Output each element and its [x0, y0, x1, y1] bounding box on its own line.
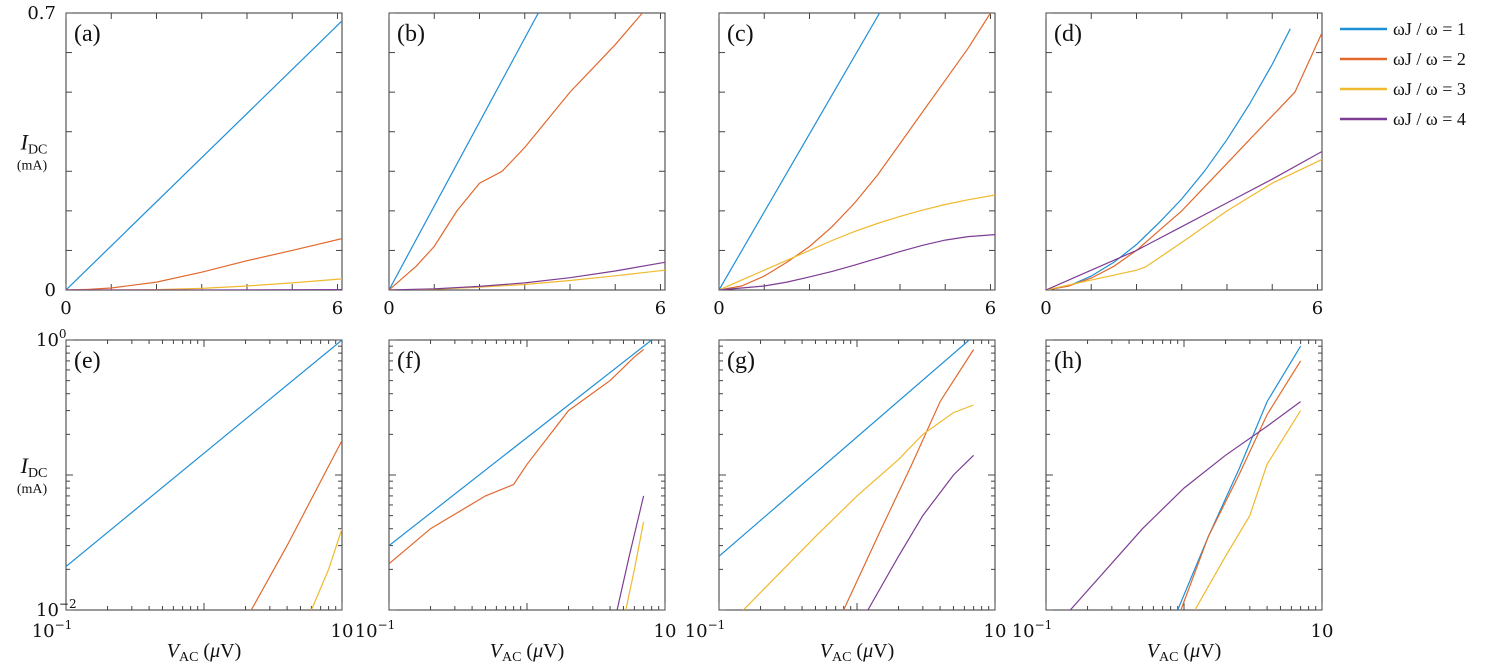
legend: ωJ / ω = 1 ωJ / ω = 2 ωJ / ω = 3 ωJ / ω = 4 [1340, 19, 1466, 129]
series-line-c3 [625, 521, 645, 610]
x-tick-label: 10 [331, 621, 354, 642]
x-tick-label: 6 [332, 298, 343, 319]
plot-frame [1045, 12, 1323, 291]
panel-label: (d) [1054, 21, 1082, 47]
legend-label: ωJ / ω = 1 [1393, 19, 1466, 39]
panel-label: (b) [397, 21, 425, 47]
x-tick-label: 6 [1312, 298, 1323, 319]
panel-f: (f) 10−1 10 VAC (μV) [355, 339, 677, 665]
series-line-c1 [719, 340, 970, 557]
x-tick-label: 10−1 [32, 618, 73, 642]
y-tick-label: 0 [45, 280, 56, 301]
series-line-c2 [719, 13, 992, 290]
y-tick-label: 10−2 [36, 597, 77, 621]
x-tick-label: 6 [655, 298, 666, 319]
x-tick-label: 10 [654, 621, 677, 642]
series-line-c2 [389, 349, 644, 565]
series-line-c3 [742, 404, 974, 610]
series-line-c3 [66, 278, 342, 290]
legend-label: ωJ / ω = 2 [1393, 49, 1466, 69]
x-axis-label: VAC (μV) [820, 640, 895, 665]
panel-label: (h) [1054, 348, 1082, 374]
series-line-c1 [389, 13, 539, 290]
panel-label: (c) [727, 21, 754, 47]
plot-frame [718, 12, 996, 291]
panel-label: (f) [397, 348, 421, 374]
plot-frame [1045, 339, 1323, 611]
panel-h: (h) 10−1 10 VAC (μV) [1012, 339, 1334, 665]
panel-label: (a) [74, 21, 101, 47]
series-line-c3 [1046, 158, 1322, 290]
panel-e: (e) 10−1 10 100 10−2 VAC (μV) IDC(mA) [17, 327, 354, 665]
x-axis-label: VAC (μV) [167, 640, 242, 665]
y-axis-label: IDC [20, 130, 48, 158]
series-line-c4 [389, 261, 665, 290]
series-line-c2 [1046, 32, 1322, 290]
series-line-c3 [719, 194, 995, 290]
series-line-c1 [66, 340, 342, 567]
series-line-c3 [1194, 410, 1302, 610]
series-line-c2 [250, 440, 342, 610]
plot-frame [65, 339, 343, 611]
series-line-c2 [389, 13, 643, 290]
x-axis-label: VAC (μV) [490, 640, 565, 665]
legend-item: ωJ / ω = 4 [1340, 109, 1466, 129]
series-line-c4 [616, 495, 645, 610]
series-line-c4 [1069, 401, 1301, 610]
series-line-c4 [1046, 150, 1322, 290]
panel-g: (g) 10−1 10 VAC (μV) [685, 339, 1007, 665]
series-line-c1 [66, 20, 342, 290]
panel-label: (e) [74, 348, 101, 374]
x-tick-label: 10 [984, 621, 1007, 642]
plot-frame [388, 12, 666, 291]
panel-c: (c) 0 6 [713, 12, 996, 319]
series-line-c1 [1046, 28, 1291, 290]
x-tick-label: 0 [383, 298, 394, 319]
x-axis-label: VAC (μV) [1147, 640, 1222, 665]
series-line-c2 [843, 349, 975, 610]
series-line-c3 [310, 528, 342, 610]
x-tick-label: 10−1 [685, 618, 726, 642]
legend-label: ωJ / ω = 3 [1393, 79, 1466, 99]
panel-label: (g) [727, 348, 755, 374]
legend-label: ωJ / ω = 4 [1393, 109, 1466, 129]
panel-d: (d) 0 6 [1040, 12, 1323, 319]
series-line-c1 [389, 340, 652, 547]
x-tick-label: 10−1 [355, 618, 396, 642]
y-axis-unit: (mA) [17, 482, 48, 497]
x-tick-label: 0 [60, 298, 71, 319]
x-tick-label: 0 [713, 298, 724, 319]
legend-item: ωJ / ω = 3 [1340, 79, 1466, 99]
x-tick-label: 10−1 [1012, 618, 1053, 642]
x-tick-label: 6 [985, 298, 996, 319]
series-line-c1 [719, 13, 881, 290]
series-line-c4 [867, 454, 975, 610]
series-line-c2 [1180, 360, 1302, 610]
plot-frame [388, 339, 666, 611]
y-axis-unit: (mA) [17, 159, 48, 174]
y-tick-label: 0.7 [27, 3, 56, 24]
x-tick-label: 10 [1311, 621, 1334, 642]
x-tick-label: 0 [1040, 298, 1051, 319]
series-line-c3 [389, 269, 665, 290]
y-tick-label: 100 [36, 327, 67, 351]
panel-a: (a) 0 6 0.7 0 IDC(mA) [17, 3, 343, 319]
series-line-c2 [66, 238, 342, 290]
legend-item: ωJ / ω = 2 [1340, 49, 1466, 69]
panel-b: (b) 0 6 [383, 12, 666, 319]
series-line-c1 [1177, 345, 1302, 610]
y-axis-label: IDC [20, 453, 48, 481]
legend-item: ωJ / ω = 1 [1340, 19, 1466, 39]
series-line-c4 [719, 234, 995, 290]
